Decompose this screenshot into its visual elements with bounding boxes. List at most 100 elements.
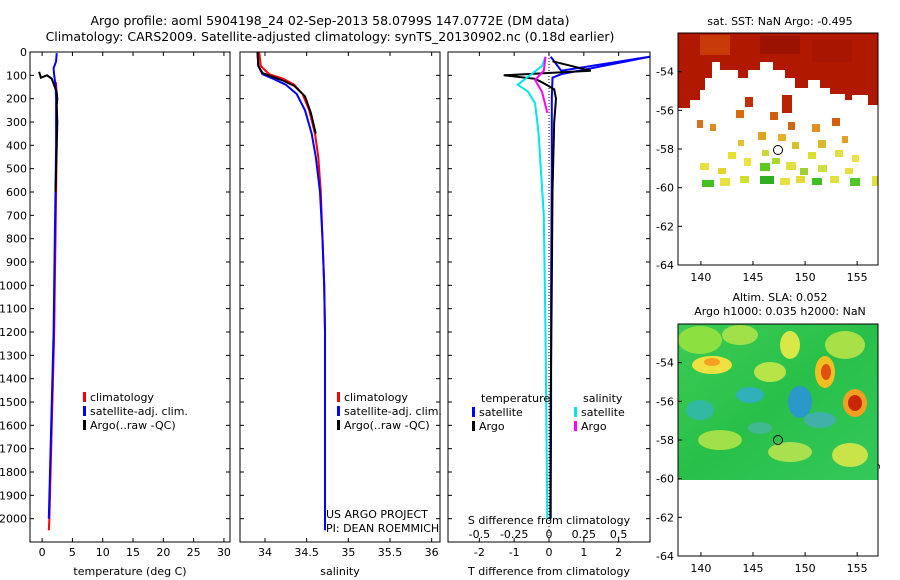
legend-swatch [574,421,577,431]
sst-panel-title: sat. SST: NaN Argo: -0.495 [707,15,853,28]
argo-location-marker-sla [773,435,783,445]
legend-label: satellite-adj. clim. [90,405,188,418]
y-tick-label: 700 [6,209,27,222]
temperature-panel: 0 5 10 15 20 25 30 temperature (deg C) 0 100 200 30… [0,46,231,578]
y-tick-label: 400 [6,139,27,152]
series-line-argo-raw-qc- [256,52,317,134]
legend-swatch [472,421,475,431]
map-y-tick-label: -60 [656,182,674,195]
legend-label: Argo(..raw -QC) [90,419,176,432]
map-y-tick-label: -54 [656,357,674,370]
temperature-series-group [38,53,59,531]
series-line-temperature-satellite [549,55,650,519]
s-difference-tick-label: -0.5 [469,528,490,541]
y-tick-label: 1400 [0,373,27,386]
argo-location-marker-sst [773,145,783,155]
map-x-tick-label: 155 [847,562,868,575]
y-tick-label: 1600 [0,419,27,432]
x-tick-label: 1 [580,546,587,559]
s-difference-axis-label: S difference from climatology [468,514,631,527]
map-y-tick-label: -60 [656,473,674,486]
figure-title-line1: Argo profile: aoml 5904198_24 02-Sep-201… [90,13,570,28]
y-tick-label: 1900 [0,489,27,502]
x-tick-label: 30 [217,546,231,559]
series-line-salinity-satellite [515,56,549,519]
x-tick-label: 35.5 [378,546,403,559]
temperature-axes-frame [29,51,231,543]
y-tick-label: 800 [6,233,27,246]
difference-panel: -2 -1 0 1 2 T difference from climatology temp… [447,51,651,578]
y-tick-label: 1500 [0,396,27,409]
series-line-salinity-argo [533,56,549,113]
sla-axis-ticks: -54 -56 -58 -60 -62 -64 140 145 150 155 [656,357,868,575]
x-tick-label: 15 [126,546,140,559]
sla-map: -54 -56 -58 -60 -62 -64 140 145 150 155 [656,323,879,575]
legend-swatch [574,407,577,417]
s-difference-tick-label: 0.25 [572,528,597,541]
legend-label: Argo [479,420,505,433]
series-line-argo-raw-qc- [38,71,59,193]
legend-label: Argo(..raw -QC) [344,419,430,432]
y-tick-label: 1700 [0,443,27,456]
map-x-tick-label: 150 [795,271,816,284]
map-y-tick-label: -62 [656,511,674,524]
map-y-tick-label: -64 [656,259,674,272]
series-line-satellite-adj-clim- [256,52,326,531]
legend-swatch [83,420,86,430]
difference-series-group [503,55,650,519]
x-axis-label: salinity [320,565,360,578]
x-axis-label: T difference from climatology [467,565,630,578]
legend-swatch [83,392,86,402]
map-y-tick-label: -54 [656,66,674,79]
y-tick-label: 500 [6,163,27,176]
x-axis-label: temperature (deg C) [73,565,186,578]
y-tick-label: 1200 [0,326,27,339]
y-tick-label: 600 [6,186,27,199]
x-tick-label: 35 [341,546,355,559]
difference-axes-frame [447,51,651,543]
pi-annotation: PI: DEAN ROEMMICH [326,522,439,535]
figure-title-line2: Climatology: CARS2009. Satellite-adjuste… [45,29,615,44]
map-x-tick-label: 145 [743,562,764,575]
sst-axis-ticks: -54 -56 -58 -60 -62 -64 140 145 150 155 [656,66,868,284]
x-tick-label: 36 [425,546,439,559]
x-tick-label: 0 [39,546,46,559]
sst-map-image [678,33,878,187]
x-tick-label: 5 [69,546,76,559]
x-tick-label: 34 [258,546,272,559]
series-line-temperature-argo [503,60,592,519]
map-y-tick-label: -62 [656,220,674,233]
legend-label: Argo [581,420,607,433]
sla-map-image [678,324,878,480]
map-x-tick-label: 140 [690,562,711,575]
legend-swatch [472,407,475,417]
legend-label: climatology [344,391,408,404]
salinity-axes-frame [239,51,441,543]
legend-swatch [337,392,340,402]
legend-label: satellite-adj. clim. [344,405,442,418]
sst-map: -54 -56 -58 -60 -62 -64 140 145 150 155 [656,32,879,284]
y-tick-label: 1100 [0,303,27,316]
x-tick-label: 20 [156,546,170,559]
y-tick-label: 100 [6,69,27,82]
map-y-tick-label: -56 [656,395,674,408]
x-tick-label: 25 [187,546,201,559]
y-tick-label: 2000 [0,513,27,526]
y-tick-label: 200 [6,93,27,106]
legend-swatch [337,420,340,430]
map-y-tick-label: -58 [656,143,674,156]
legend-swatch [337,406,340,416]
map-x-tick-label: 140 [690,271,711,284]
s-difference-tick-label: -0.25 [500,528,528,541]
legend-heading-salinity: salinity [583,392,623,405]
map-x-tick-label: 150 [795,562,816,575]
x-tick-label: -1 [509,546,520,559]
map-y-tick-label: -56 [656,104,674,117]
project-annotation: US ARGO PROJECT [326,508,428,521]
legend-swatch [83,406,86,416]
legend-label: satellite [581,406,625,419]
x-tick-label: 10 [96,546,110,559]
x-tick-label: 34.5 [294,546,319,559]
y-tick-label: 300 [6,116,27,129]
